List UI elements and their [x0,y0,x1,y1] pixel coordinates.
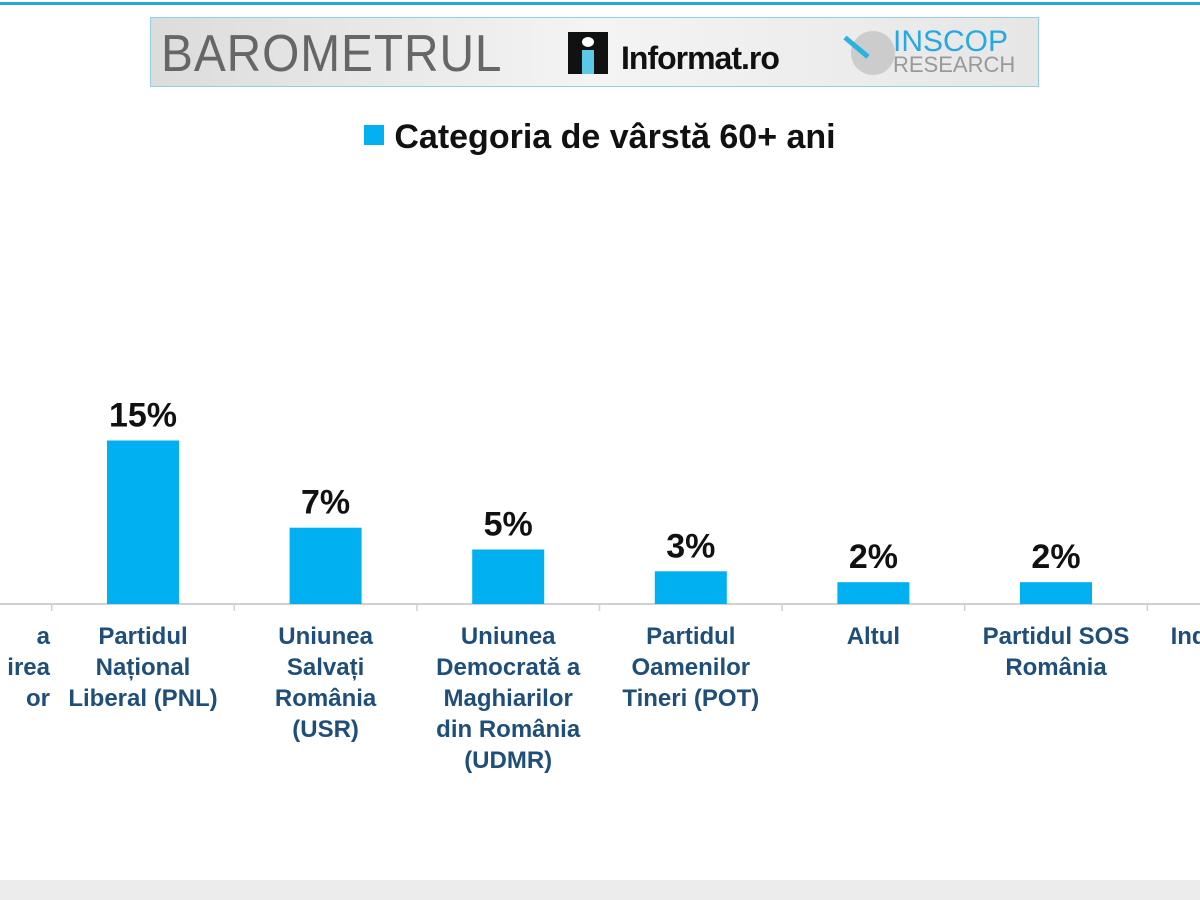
top-accent-line [0,2,1200,5]
informat-logo-text: Informat.ro [621,40,780,76]
category-label: Partidul SOS România [982,623,1130,681]
data-label: 3% [666,527,715,565]
category-label: Uniunea Democrată a Maghiarilor din Româ… [436,623,581,774]
inscop-logo-subtext: RESEARCH [893,52,1016,77]
inscop-logo-icon [843,31,895,75]
data-label: 15% [109,397,177,435]
data-label: 7% [301,484,350,522]
chart-legend: Categoria de vârstă 60+ ani [0,118,1200,157]
data-label: 5% [484,506,533,544]
bar [289,527,362,604]
category-label: Partidul Național Liberal (PNL) [68,623,218,712]
banner-title: BAROMETRUL [161,25,503,83]
bottom-band [0,880,1200,900]
data-label: 2% [1031,538,1080,576]
category-label: Uniunea Salvați România (USR) [274,623,377,743]
legend-swatch [364,125,385,145]
inscop-logo-text: INSCOP [893,25,1009,58]
barometer-banner-logo: BAROMETRUL Informat.ro INSCOP RESEARCH [150,17,1039,87]
category-label: Ind [1170,623,1200,650]
legend-label: Categoria de vârstă 60+ ani [394,118,836,156]
bar [1020,582,1092,604]
informat-logo-icon [568,32,608,74]
bar [654,571,727,604]
category-label: Partidul Oamenilor Tineri (POT) [622,623,760,712]
category-label: Altul [846,623,901,650]
bar [837,582,910,604]
data-label: 2% [849,538,898,576]
bar [472,549,545,604]
bar [107,440,179,604]
category-label: a irea or [7,623,50,712]
